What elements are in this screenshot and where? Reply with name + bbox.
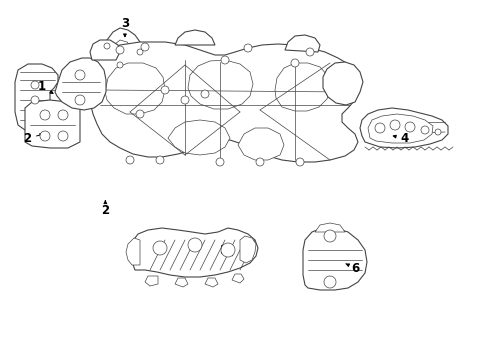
Polygon shape [360, 108, 448, 148]
Text: 6: 6 [346, 262, 359, 275]
Circle shape [324, 276, 336, 288]
Circle shape [58, 131, 68, 141]
Circle shape [136, 110, 144, 118]
Circle shape [40, 131, 50, 141]
Circle shape [435, 129, 441, 135]
Polygon shape [15, 64, 58, 132]
Text: 4: 4 [393, 132, 408, 145]
Polygon shape [238, 128, 284, 160]
Circle shape [181, 96, 189, 104]
Polygon shape [100, 28, 145, 68]
Circle shape [256, 158, 264, 166]
Circle shape [296, 158, 304, 166]
Circle shape [40, 110, 50, 120]
Circle shape [221, 56, 229, 64]
Polygon shape [275, 63, 330, 111]
Circle shape [31, 96, 39, 104]
Polygon shape [130, 228, 258, 277]
Polygon shape [232, 274, 244, 283]
Polygon shape [105, 63, 165, 114]
Polygon shape [368, 114, 433, 143]
Circle shape [306, 48, 314, 56]
Circle shape [291, 59, 299, 67]
Circle shape [221, 243, 235, 257]
Text: 3: 3 [121, 17, 129, 37]
Circle shape [141, 43, 149, 51]
Circle shape [153, 241, 167, 255]
Circle shape [188, 238, 202, 252]
Circle shape [104, 43, 110, 49]
Circle shape [126, 156, 134, 164]
Polygon shape [240, 236, 256, 263]
Circle shape [405, 122, 415, 132]
Polygon shape [25, 100, 80, 148]
Polygon shape [323, 62, 363, 105]
Polygon shape [188, 60, 253, 109]
Circle shape [156, 156, 164, 164]
Polygon shape [168, 120, 230, 155]
Polygon shape [145, 276, 158, 286]
Circle shape [58, 110, 68, 120]
Polygon shape [285, 35, 320, 52]
Circle shape [244, 44, 252, 52]
Polygon shape [175, 278, 188, 287]
Polygon shape [205, 278, 218, 287]
Circle shape [75, 70, 85, 80]
Polygon shape [175, 30, 215, 45]
Circle shape [161, 86, 169, 94]
Circle shape [216, 158, 224, 166]
Circle shape [137, 49, 143, 55]
Circle shape [324, 230, 336, 242]
Polygon shape [85, 42, 360, 162]
Polygon shape [90, 40, 120, 60]
Circle shape [421, 126, 429, 134]
Polygon shape [303, 228, 367, 290]
Polygon shape [112, 40, 132, 61]
Circle shape [31, 81, 39, 89]
Text: 2: 2 [23, 132, 43, 145]
Polygon shape [55, 58, 106, 110]
Circle shape [201, 90, 209, 98]
Circle shape [390, 120, 400, 130]
Text: 2: 2 [101, 201, 109, 217]
Polygon shape [126, 238, 140, 265]
Polygon shape [315, 223, 345, 232]
Text: 5: 5 [219, 244, 232, 257]
Circle shape [375, 123, 385, 133]
Circle shape [75, 95, 85, 105]
Circle shape [117, 62, 123, 68]
Circle shape [116, 46, 124, 54]
Text: 1: 1 [38, 80, 53, 93]
